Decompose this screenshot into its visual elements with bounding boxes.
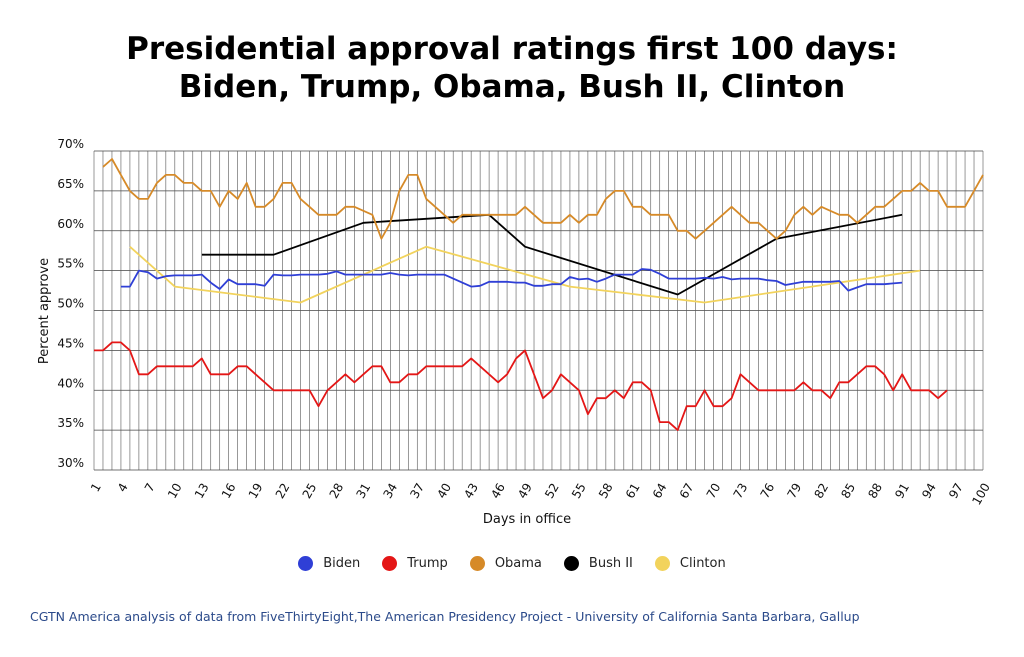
x-tick-label: 7 bbox=[142, 481, 158, 495]
legend: Biden Trump Obama Bush II Clinton bbox=[0, 556, 1024, 571]
series-line-trump bbox=[94, 341, 948, 432]
x-tick-label: 97 bbox=[946, 481, 966, 501]
series-lines bbox=[94, 158, 984, 432]
source-note: CGTN America analysis of data from FiveT… bbox=[30, 609, 860, 624]
y-tick-label: 50% bbox=[57, 297, 84, 311]
series-line-obama bbox=[102, 158, 984, 240]
x-tick-label: 61 bbox=[623, 481, 643, 501]
y-tick-label: 70% bbox=[57, 137, 84, 151]
y-tick-label: 40% bbox=[57, 376, 84, 390]
legend-swatch bbox=[563, 556, 579, 571]
x-tick-label: 88 bbox=[865, 481, 885, 501]
legend-swatch bbox=[382, 556, 398, 571]
x-tick-label: 94 bbox=[919, 481, 939, 501]
chart-title-line1: Presidential approval ratings first 100 … bbox=[126, 31, 898, 67]
legend-item-trump: Trump bbox=[382, 556, 448, 571]
x-tick-label: 100 bbox=[969, 481, 993, 508]
series-line-clinton bbox=[129, 245, 921, 304]
y-tick-label: 45% bbox=[57, 336, 84, 350]
x-tick-label: 31 bbox=[354, 481, 374, 501]
x-axis-label: Days in office bbox=[483, 512, 571, 527]
x-tick-label: 85 bbox=[838, 481, 858, 501]
x-tick-label: 13 bbox=[192, 481, 212, 501]
legend-swatch bbox=[469, 556, 485, 571]
legend-label: Bush II bbox=[588, 556, 633, 571]
x-tick-label: 25 bbox=[300, 481, 320, 501]
x-tick-label: 91 bbox=[892, 481, 912, 501]
x-tick-label: 49 bbox=[515, 481, 535, 501]
legend-swatch bbox=[654, 556, 670, 571]
series-line-biden bbox=[120, 268, 903, 292]
x-tick-label: 79 bbox=[785, 481, 805, 501]
x-tick-label: 19 bbox=[246, 481, 266, 501]
x-tick-label: 37 bbox=[407, 481, 427, 501]
x-tick-label: 76 bbox=[758, 481, 778, 501]
legend-item-bush-ii: Bush II bbox=[563, 556, 633, 571]
x-tick-label: 58 bbox=[596, 481, 616, 501]
x-tick-label: 22 bbox=[273, 481, 293, 501]
legend-label: Clinton bbox=[679, 556, 726, 571]
legend-item-obama: Obama bbox=[469, 556, 542, 571]
series-line-bush-ii bbox=[201, 213, 903, 296]
x-tick-label: 64 bbox=[650, 481, 670, 501]
x-tick-label: 73 bbox=[731, 481, 751, 501]
legend-label: Obama bbox=[494, 556, 542, 571]
x-tick-label: 10 bbox=[165, 481, 185, 501]
legend-swatch bbox=[298, 556, 314, 571]
legend-label: Trump bbox=[407, 556, 448, 571]
x-tick-label: 82 bbox=[811, 481, 831, 501]
chart-title-line2: Biden, Trump, Obama, Bush II, Clinton bbox=[178, 69, 846, 105]
x-tick-label: 4 bbox=[115, 481, 131, 495]
y-tick-label: 30% bbox=[57, 456, 84, 470]
x-tick-label: 34 bbox=[380, 481, 400, 501]
y-tick-label: 65% bbox=[57, 177, 84, 191]
y-tick-label: 35% bbox=[57, 416, 84, 430]
x-tick-label: 67 bbox=[677, 481, 697, 501]
chart-title: Presidential approval ratings first 100 … bbox=[0, 30, 1024, 106]
grid-lines bbox=[93, 150, 984, 471]
legend-item-clinton: Clinton bbox=[654, 556, 726, 571]
y-axis-ticks: 30% 35% 40% 45% 50% 55% 60% 65% 70% bbox=[57, 137, 84, 470]
x-tick-label: 70 bbox=[704, 481, 724, 501]
x-tick-label: 43 bbox=[461, 481, 481, 501]
legend-item-biden: Biden bbox=[298, 556, 360, 571]
x-tick-label: 28 bbox=[327, 481, 347, 501]
y-tick-label: 60% bbox=[57, 217, 84, 231]
x-tick-label: 52 bbox=[542, 481, 562, 501]
x-tick-label: 1 bbox=[88, 481, 104, 495]
x-tick-label: 40 bbox=[434, 481, 454, 501]
x-tick-label: 55 bbox=[569, 481, 589, 501]
x-tick-label: 16 bbox=[219, 481, 239, 501]
y-tick-label: 55% bbox=[57, 257, 84, 271]
y-axis-label: Percent approve bbox=[37, 258, 52, 364]
x-tick-label: 46 bbox=[488, 481, 508, 501]
x-axis-ticks: 1 4 7 10 13 16 19 22 25 28 31 34 37 40 43 46 49 52 55 58 61 6… bbox=[88, 481, 993, 508]
legend-label: Biden bbox=[323, 556, 361, 571]
